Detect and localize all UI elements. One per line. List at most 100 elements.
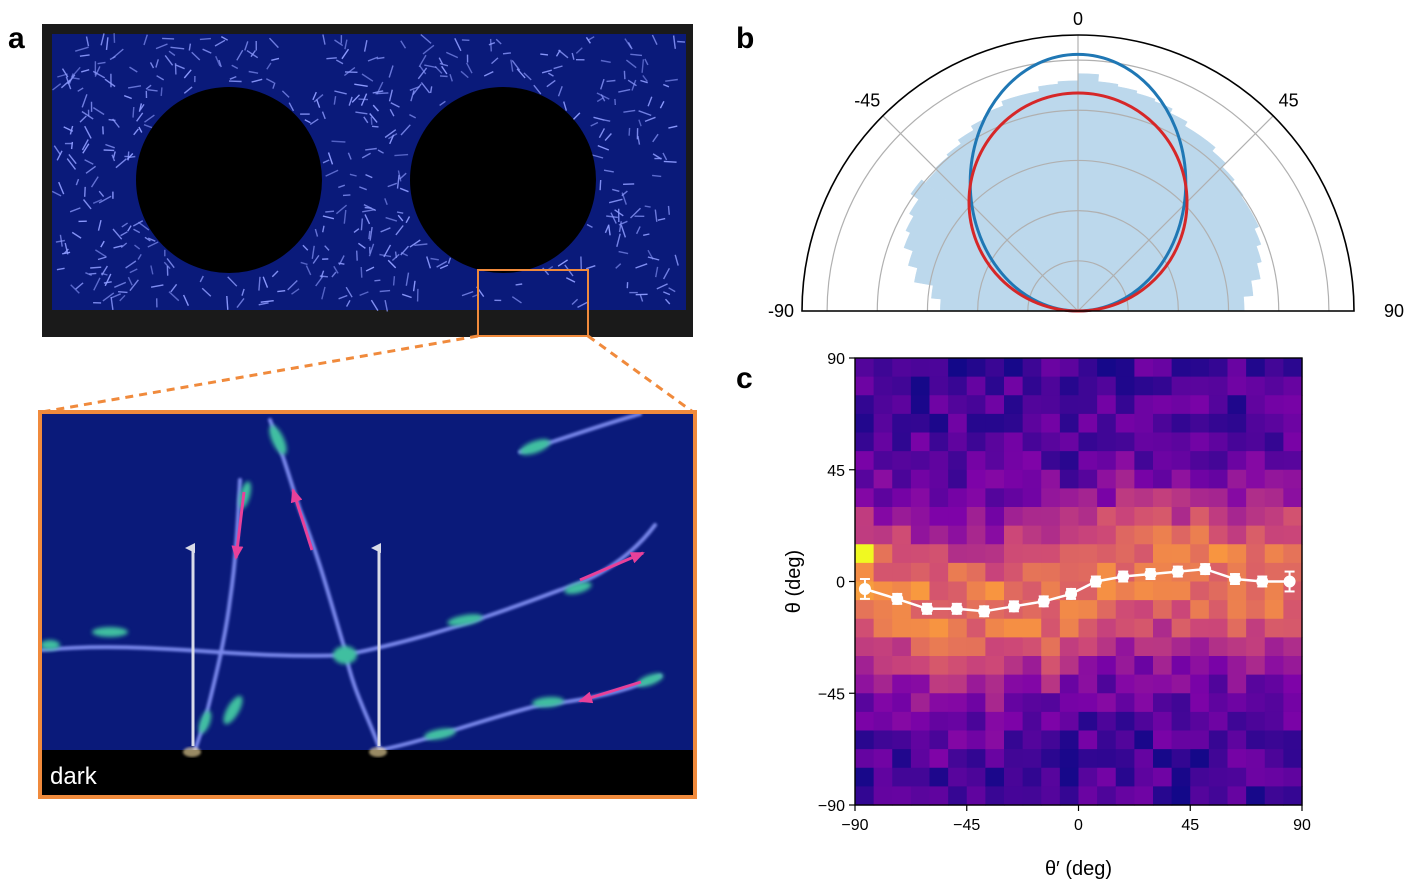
cell-dash <box>129 279 139 292</box>
cell-dash <box>563 101 568 111</box>
heatmap-cell <box>1004 358 1024 378</box>
heatmap-cell <box>1059 451 1080 471</box>
cell-dash <box>642 74 648 82</box>
mean-point <box>1037 595 1050 608</box>
cell-dash <box>585 265 596 270</box>
heatmap-cell <box>1227 767 1247 787</box>
cell-dash <box>394 153 409 157</box>
heatmap-cell <box>1208 767 1229 787</box>
heatmap-cell <box>1022 693 1042 713</box>
heatmap-cell <box>929 749 949 769</box>
cell-dash <box>335 59 344 65</box>
cell-dash <box>324 245 330 251</box>
heatmap-cell <box>873 488 893 508</box>
heatmap-cell <box>1078 656 1098 676</box>
cell-dash <box>665 78 678 82</box>
cell-dash <box>150 265 154 275</box>
heatmap-cell <box>1246 395 1266 415</box>
cell-dash <box>363 40 368 52</box>
heatmap-cell <box>1115 711 1135 732</box>
heatmap-cell <box>1227 749 1247 769</box>
cell-dash <box>65 76 72 90</box>
heatmap-cell <box>966 469 986 489</box>
heatmap-cell <box>1153 767 1173 787</box>
heatmap-cell <box>966 656 986 676</box>
mean-point <box>858 582 871 595</box>
mean-point <box>1228 573 1241 586</box>
heatmap-cell <box>855 693 875 713</box>
cell-dash <box>182 294 190 306</box>
heatmap-cell <box>910 413 931 434</box>
heatmap-cell <box>948 525 968 545</box>
cell-dash <box>417 67 428 80</box>
cell-dash <box>439 100 446 106</box>
cell-dash <box>138 103 143 112</box>
cell-dash <box>422 44 435 55</box>
heatmap-cell <box>1171 786 1191 806</box>
cell-dash <box>371 125 379 128</box>
heatmap-cell <box>1041 637 1061 657</box>
cell-dash <box>341 48 350 60</box>
cell-dash <box>367 56 379 62</box>
heatmap-cell <box>1246 413 1266 434</box>
heatmap-cell <box>1097 581 1117 601</box>
heatmap-cell <box>1022 413 1042 434</box>
mean-point <box>921 602 934 615</box>
zoom-connector-right <box>587 334 694 414</box>
cell-dash <box>81 110 94 120</box>
cell-dash <box>449 73 453 82</box>
cell-dash <box>312 91 317 101</box>
heatmap-cell <box>1264 749 1284 769</box>
x-tick-label: 90 <box>1293 817 1311 834</box>
cell-dash <box>618 250 629 255</box>
cell-dash <box>635 226 641 235</box>
cell-dash <box>663 291 671 296</box>
cell-dash <box>420 33 432 44</box>
cell-dash <box>511 296 522 304</box>
cell-dash <box>63 126 74 132</box>
cell-dash <box>608 198 623 204</box>
heatmap-cell <box>1097 711 1117 732</box>
heatmap-cell <box>873 693 893 713</box>
heatmap-cell <box>1115 730 1135 750</box>
heatmap-cell <box>1078 413 1098 434</box>
heatmap-cell <box>1097 432 1117 452</box>
heatmap-cell <box>948 488 968 508</box>
cell-dash <box>590 121 599 127</box>
heatmap-cell <box>1171 637 1191 657</box>
heatmap-cell <box>1264 376 1284 396</box>
cell-dash <box>400 124 411 136</box>
cell-dash <box>647 256 660 261</box>
cell-dash <box>631 79 637 91</box>
heatmap-cell <box>873 451 893 471</box>
heatmap-cell <box>948 469 968 489</box>
heatmap-cell <box>1059 600 1080 620</box>
heatmap-cell <box>985 507 1005 527</box>
polar-plot: -90 -45 0 45 90 <box>768 9 1404 321</box>
cell-dash <box>647 96 653 107</box>
heatmap-cell <box>985 432 1005 452</box>
cell-dash <box>384 198 388 205</box>
heatmap-cell <box>910 674 931 694</box>
panel-label-c: c <box>736 362 753 395</box>
cell-dash <box>647 249 654 260</box>
histogram-bar <box>1077 180 1244 312</box>
cell-dash <box>348 96 353 106</box>
heatmap-cell <box>892 358 912 378</box>
obstacle-left <box>136 87 322 273</box>
cell-dash <box>359 291 369 297</box>
heatmap-cell <box>1264 581 1284 601</box>
heatmap-cell <box>966 581 986 601</box>
heatmap-cell <box>1059 656 1080 676</box>
cell-dash <box>258 302 269 306</box>
cell-dash <box>156 75 165 81</box>
heatmap-cell <box>892 674 912 694</box>
heatmap-cell <box>1283 413 1303 434</box>
panel-b-chart: -90 -45 0 45 90 <box>768 9 1404 321</box>
heatmap-cell <box>1264 488 1284 508</box>
mean-point <box>1171 565 1184 578</box>
heatmap-cell <box>1227 525 1247 545</box>
heatmap-cell <box>1041 618 1061 638</box>
cell-dash <box>115 158 127 169</box>
cell-dash <box>82 143 90 154</box>
